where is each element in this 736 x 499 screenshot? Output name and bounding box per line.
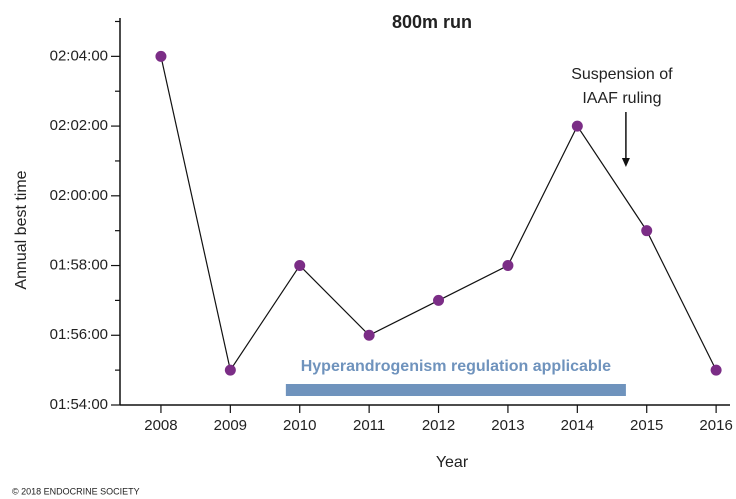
annotation-text: IAAF ruling	[582, 90, 661, 107]
span-label: Hyperandrogenism regulation applicable	[301, 358, 611, 375]
x-tick-label: 2014	[561, 417, 594, 434]
point	[571, 120, 583, 132]
x-tick-label: 2009	[214, 417, 247, 434]
annotation-arrowhead	[621, 158, 630, 167]
x-tick-label: 2010	[283, 417, 316, 434]
point	[155, 50, 167, 62]
annotation-text: Suspension of	[571, 66, 673, 83]
y-tick-label: 02:02:00	[50, 117, 108, 134]
x-tick-label: 2013	[491, 417, 524, 434]
x-tick-label: 2015	[630, 417, 663, 434]
point	[502, 260, 514, 272]
point	[294, 260, 306, 272]
x-tick-label: 2016	[699, 417, 732, 434]
point	[433, 294, 445, 306]
y-tick-label: 02:04:00	[50, 47, 108, 64]
point	[224, 364, 236, 376]
x-tick-label: 2012	[422, 417, 455, 434]
x-tick-label: 2008	[144, 417, 177, 434]
point	[363, 329, 375, 341]
regulation-span	[285, 384, 626, 396]
y-tick-label: 01:54:00	[50, 396, 108, 413]
y-tick-label: 01:56:00	[50, 326, 108, 343]
y-axis-title: Annual best time	[13, 170, 30, 289]
y-tick-label: 01:58:00	[50, 257, 108, 274]
x-axis-title: Year	[436, 454, 469, 471]
point	[710, 364, 722, 376]
y-tick-label: 02:00:00	[50, 187, 108, 204]
chart-title: 800m run	[392, 12, 472, 32]
footer: © 2018 ENDOCRINE SOCIETY	[12, 486, 140, 496]
point	[641, 225, 653, 237]
x-tick-label: 2011	[353, 417, 385, 434]
